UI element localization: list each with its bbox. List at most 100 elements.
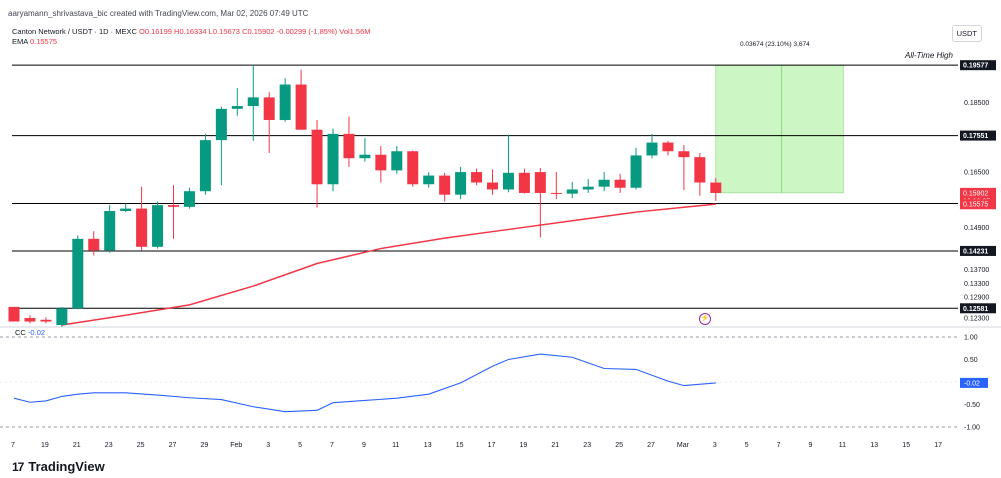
date-tick-26: 11 (839, 442, 846, 449)
level-label-1: 0.17551 (963, 133, 988, 140)
lightning-icon[interactable]: ⚡ (699, 313, 711, 325)
candle-body-3 (56, 308, 68, 325)
date-tick-7: Feb (230, 442, 242, 449)
candle-body-7 (120, 208, 132, 212)
candle-body-40 (646, 142, 658, 156)
candle-body-11 (183, 191, 195, 207)
candle-body-43 (694, 157, 706, 183)
candle-body-16 (263, 97, 275, 120)
cc-tick-0: 1.00 (964, 335, 978, 342)
currency-button[interactable]: USDT (951, 25, 982, 42)
cc-current-bg (960, 377, 988, 388)
date-tick-11: 9 (362, 442, 366, 449)
candle-body-27 (439, 175, 451, 195)
level-label-bg-0 (960, 60, 996, 71)
date-tick-0: 7 (11, 442, 15, 449)
candle-body-12 (199, 140, 211, 192)
price-tick-0: 0.18500 (964, 100, 989, 107)
candle-body-13 (215, 108, 227, 141)
date-tick-29: 17 (934, 442, 942, 449)
high-value: H0.16334 (174, 27, 207, 36)
candle-body-17 (279, 84, 291, 120)
price-tick-3: 0.13700 (964, 267, 989, 274)
date-tick-20: 27 (647, 442, 655, 449)
date-tick-8: 3 (266, 442, 270, 449)
candle-body-31 (502, 172, 514, 190)
ema-label: EMA (12, 37, 28, 46)
level-label-3: 0.14231 (963, 248, 988, 255)
price-label-0: 0.15902 (963, 190, 988, 197)
candle-body-37 (598, 179, 610, 187)
date-tick-16: 19 (520, 442, 528, 449)
level-label-4: 0.12581 (963, 306, 988, 313)
candle-body-29 (471, 172, 483, 183)
candle-body-4 (72, 238, 84, 309)
date-tick-18: 23 (583, 442, 591, 449)
date-tick-5: 27 (169, 442, 177, 449)
ema-line (61, 203, 716, 326)
date-tick-10: 7 (330, 442, 334, 449)
candle-body-38 (614, 179, 626, 188)
price-tick-5: 0.12900 (964, 295, 989, 302)
brand-name: TradingView (28, 459, 105, 474)
cc-line (13, 353, 716, 413)
candle-body-35 (566, 189, 578, 194)
candle-body-33 (534, 172, 546, 193)
level-label-0: 0.19577 (963, 63, 988, 70)
candle-body-24 (391, 151, 403, 171)
cc-legend[interactable]: CC -0.02 (15, 328, 45, 337)
ema-legend[interactable]: EMA 0.15575 (12, 37, 57, 46)
candle-body-0 (8, 306, 20, 322)
symbol-name[interactable]: Canton Network / USDT · 1D · MEXC (12, 27, 137, 36)
candle-body-5 (88, 238, 100, 251)
date-tick-9: 5 (298, 442, 302, 449)
open-value: O0.16199 (139, 27, 172, 36)
low-value: L0.15673 (208, 27, 240, 36)
author-line: aaryamann_shrivastava_bic created with T… (8, 9, 309, 18)
candle-body-19 (311, 129, 323, 185)
date-tick-15: 17 (488, 442, 496, 449)
date-tick-1: 19 (41, 442, 49, 449)
level-label-bg-1 (960, 130, 996, 141)
date-tick-13: 13 (424, 442, 432, 449)
candle-body-22 (359, 154, 371, 159)
candle-body-36 (582, 186, 594, 190)
volume-value: Vol1.56M (339, 27, 371, 36)
date-tick-12: 11 (392, 442, 399, 449)
tradingview-logo-icon: 17 (12, 459, 24, 474)
ema-value: 0.15575 (29, 37, 58, 46)
candle-body-1 (24, 318, 36, 322)
candle-body-32 (518, 172, 530, 193)
candle-body-26 (423, 175, 435, 185)
level-label-bg-4 (960, 303, 996, 314)
symbol-legend: Canton Network / USDT · 1D · MEXC O0.161… (12, 27, 371, 36)
candle-body-8 (136, 208, 148, 247)
price-tick-4: 0.13300 (964, 281, 989, 288)
close-value: C0.15902 (242, 27, 275, 36)
price-tick-6: 0.12300 (964, 316, 989, 323)
tradingview-brand[interactable]: 17 TradingView (12, 459, 105, 474)
date-tick-2: 21 (73, 442, 81, 449)
candle-body-39 (630, 155, 642, 188)
target-zone-box (715, 64, 844, 194)
candle-body-42 (678, 151, 690, 158)
candle-body-44 (710, 182, 722, 193)
candle-body-10 (168, 205, 179, 207)
candle-body-9 (152, 205, 164, 247)
cc-current-label: -0.02 (964, 380, 980, 387)
date-tick-27: 13 (870, 442, 878, 449)
candle-body-23 (375, 154, 387, 171)
price-label-1: 0.15575 (963, 202, 988, 209)
candle-body-25 (407, 151, 419, 185)
date-tick-19: 25 (615, 442, 623, 449)
candle-body-14 (231, 106, 243, 109)
cc-value: -0.02 (27, 328, 46, 337)
candle-body-41 (662, 142, 674, 152)
level-label-bg-3 (960, 245, 996, 256)
date-tick-24: 7 (777, 442, 781, 449)
candle-body-18 (295, 84, 307, 130)
candle-body-20 (327, 133, 339, 185)
date-tick-3: 23 (105, 442, 113, 449)
price-tick-1: 0.16500 (964, 170, 989, 177)
